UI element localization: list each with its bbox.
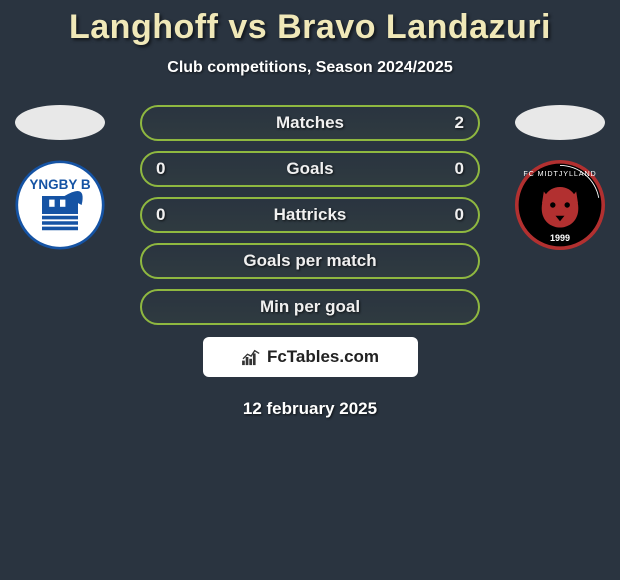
club-badge-right: FC MIDTJYLLAND 1999 bbox=[515, 160, 605, 250]
svg-text:YNGBY B: YNGBY B bbox=[29, 177, 91, 192]
stat-left-value: 0 bbox=[156, 159, 165, 179]
stat-row-min-per-goal: Min per goal bbox=[140, 289, 480, 325]
page-title: Langhoff vs Bravo Landazuri bbox=[0, 8, 620, 47]
brand-inner: FcTables.com bbox=[241, 347, 379, 367]
stat-right-value: 2 bbox=[455, 113, 464, 133]
stat-right-value: 0 bbox=[455, 205, 464, 225]
stat-left-value: 0 bbox=[156, 205, 165, 225]
fctables-logo-icon bbox=[241, 348, 263, 366]
date-text: 12 february 2025 bbox=[0, 399, 620, 419]
svg-text:FC MIDTJYLLAND: FC MIDTJYLLAND bbox=[523, 169, 596, 178]
player-left-column: YNGBY B bbox=[10, 105, 110, 250]
comparison-card: Langhoff vs Bravo Landazuri Club competi… bbox=[0, 0, 620, 419]
lyngby-badge-icon: YNGBY B bbox=[15, 160, 105, 250]
branding-box: FcTables.com bbox=[203, 337, 418, 377]
midtjylland-badge-icon: FC MIDTJYLLAND 1999 bbox=[515, 160, 605, 250]
player-right-headshot bbox=[515, 105, 605, 140]
brand-text: FcTables.com bbox=[267, 347, 379, 367]
stat-right-value: 0 bbox=[455, 159, 464, 179]
stat-label: Goals per match bbox=[243, 251, 376, 271]
stat-row-matches: Matches 2 bbox=[140, 105, 480, 141]
stat-label: Matches bbox=[276, 113, 344, 133]
stat-rows: Matches 2 0 Goals 0 0 Hattricks 0 Goals … bbox=[140, 105, 480, 325]
subtitle: Club competitions, Season 2024/2025 bbox=[0, 59, 620, 77]
stat-row-goals: 0 Goals 0 bbox=[140, 151, 480, 187]
stat-label: Min per goal bbox=[260, 297, 360, 317]
stat-row-hattricks: 0 Hattricks 0 bbox=[140, 197, 480, 233]
stats-area: YNGBY B FC MIDTJYLL bbox=[0, 105, 620, 419]
stat-label: Goals bbox=[286, 159, 333, 179]
player-right-column: FC MIDTJYLLAND 1999 bbox=[510, 105, 610, 250]
player-left-headshot bbox=[15, 105, 105, 140]
stat-label: Hattricks bbox=[274, 205, 347, 225]
stat-row-goals-per-match: Goals per match bbox=[140, 243, 480, 279]
svg-text:1999: 1999 bbox=[550, 233, 570, 243]
club-badge-left: YNGBY B bbox=[15, 160, 105, 250]
